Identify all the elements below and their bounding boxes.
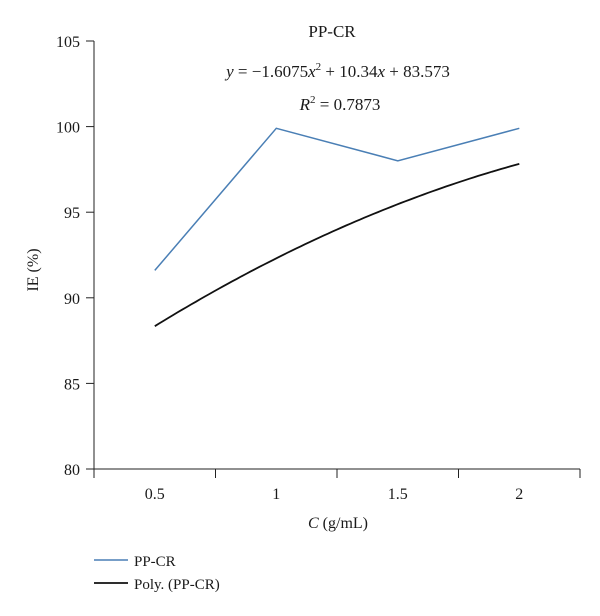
r-squared-label: R2 = 0.7873 (299, 94, 381, 114)
y-tick-label: 80 (64, 462, 80, 479)
r-squared-value: = 0.7873 (316, 95, 381, 114)
equation-y-variable: y (224, 62, 234, 81)
x-tick-label: 2 (515, 486, 523, 503)
series-line-pp-cr (154, 127, 520, 271)
legend: PP-CR Poly. (PP-CR) (94, 554, 220, 593)
legend-label-poly-pp-cr: Poly. (PP-CR) (134, 577, 220, 593)
equation-part-2: + 10.34 (321, 62, 378, 81)
y-axis-label: IE (%) (25, 248, 42, 291)
y-tick-label: 100 (56, 120, 80, 137)
equation-part-1: = −1.6075 (234, 62, 308, 81)
chart-title: PP-CR (308, 22, 356, 41)
plot-area (154, 127, 520, 327)
x-tick-label: 1.5 (388, 486, 408, 503)
x-tick-label: 0.5 (145, 486, 165, 503)
x-axis-label: C (g/mL) (308, 515, 368, 532)
equation-x-variable-2: x (376, 62, 385, 81)
y-tick-label: 85 (64, 376, 80, 393)
x-axis-label-unit: (g/mL) (319, 515, 368, 532)
legend-label-pp-cr: PP-CR (134, 554, 176, 570)
r-squared-symbol: R (299, 95, 311, 114)
trendline-equation: y = −1.6075x2 + 10.34x + 83.573 (224, 61, 450, 81)
x-axis: 0.5 1 1.5 2 (93, 468, 581, 503)
y-axis: 80 85 90 95 100 105 (56, 34, 95, 479)
equation-part-3: + 83.573 (385, 62, 450, 81)
trendline-poly-pp-cr (154, 163, 520, 327)
x-axis-label-variable: C (308, 515, 319, 532)
x-tick-label: 1 (272, 486, 280, 503)
y-tick-label: 95 (64, 205, 80, 222)
r-squared-exponent: 2 (310, 94, 316, 106)
equation-exponent: 2 (316, 61, 322, 73)
equation-x-variable-1: x (307, 62, 316, 81)
y-tick-label: 90 (64, 291, 80, 308)
y-tick-label: 105 (56, 34, 80, 51)
